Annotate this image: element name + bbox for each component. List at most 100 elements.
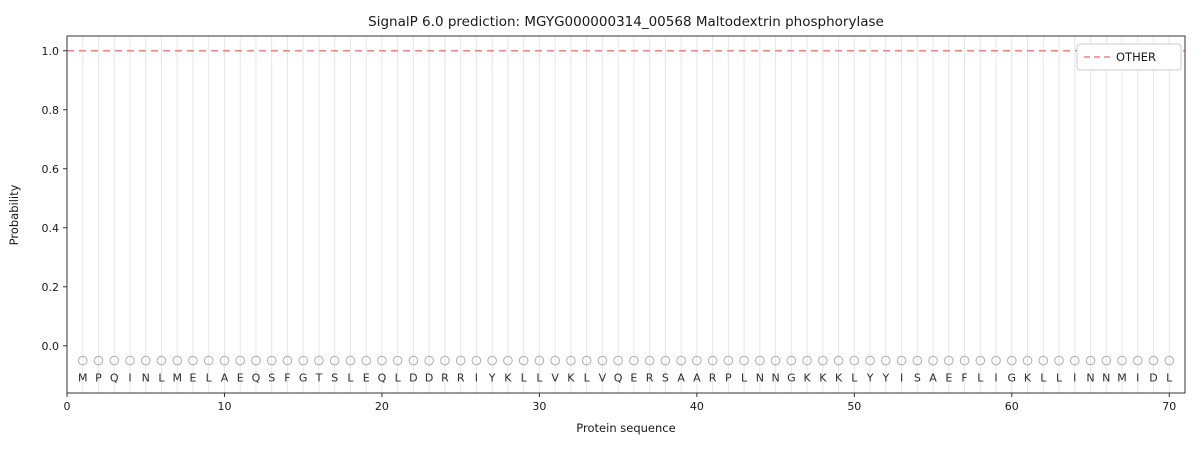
residue-letter: S [268,372,275,385]
residue-letter: L [1056,372,1063,385]
residue-marker [755,355,765,366]
residue-marker [723,355,734,366]
residue-marker [518,355,529,366]
residue-marker [550,355,560,366]
residue-letter: Q [378,372,387,385]
residue-marker [613,355,623,366]
x-tick-label: 10 [217,400,231,413]
residue-marker [345,355,356,366]
residue-marker [707,355,718,366]
residue-marker [581,355,592,366]
residue-marker [865,355,875,366]
residue-marker [959,355,970,366]
residue-marker [392,355,403,366]
residue-letter: N [1102,372,1110,385]
residue-marker [298,355,308,366]
residue-letter: L [521,372,528,385]
residue-marker [849,355,860,366]
residue-letter: R [441,372,449,385]
residue-marker [944,355,954,366]
residue-marker [1038,355,1049,366]
x-axis-label: Protein sequence [576,421,675,435]
residue-marker [251,355,261,366]
residue-letter: Q [614,372,623,385]
residue-marker [928,355,938,366]
residue-marker [219,355,230,366]
residue-letter: K [819,372,827,385]
residue-letter: Y [866,372,874,385]
residue-marker [1085,355,1096,366]
residue-marker [818,355,828,366]
residue-marker [156,355,167,366]
y-tick-label: 0.4 [42,222,60,235]
residue-marker [361,355,371,366]
residue-marker [125,355,135,366]
residue-letter: A [221,372,229,385]
legend: OTHER [1076,43,1182,71]
residue-marker [1054,355,1064,366]
residue-marker [896,355,907,366]
x-tick-label: 50 [847,400,861,413]
residue-marker [566,355,576,366]
residue-letter: L [851,372,858,385]
residue-letter: V [599,372,607,385]
residue-letter: A [677,372,685,385]
residue-letter: R [709,372,717,385]
residue-marker [912,355,923,366]
residue-letter: Q [110,372,119,385]
residue-letter: L [1040,372,1047,385]
residue-marker [235,355,246,366]
residue-letter: N [771,372,779,385]
residue-letter: I [1136,372,1139,385]
residue-marker [881,355,891,366]
residue-letter: L [741,372,748,385]
residue-marker [408,355,419,366]
residue-letter: K [504,372,512,385]
x-tick-label: 70 [1162,400,1176,413]
residue-marker [770,355,781,366]
residue-marker [282,355,293,366]
residue-letter: L [395,372,402,385]
x-tick-label: 20 [375,400,389,413]
residue-marker [172,355,183,366]
residue-marker [833,355,844,366]
residue-letter: K [1024,372,1032,385]
residue-letter: E [630,372,637,385]
residue-marker [188,355,198,366]
residue-letter: I [1073,372,1076,385]
residue-letter: A [693,372,701,385]
residue-marker [455,355,466,366]
residue-marker [377,355,387,366]
residue-marker [1117,355,1127,366]
residue-letter: R [457,372,465,385]
residue-letter: L [206,372,213,385]
residue-marker [1132,355,1143,366]
residue-letter: Y [488,372,496,385]
residue-marker [975,355,986,366]
residue-marker [424,355,434,366]
plot-frame [66,35,1186,394]
residue-marker [676,355,686,366]
y-tick-label: 0.6 [42,163,60,176]
residue-letter: L [158,372,165,385]
residue-letter: N [1086,372,1094,385]
y-tick-label: 0.8 [42,104,60,117]
residue-letter: E [237,372,244,385]
chart-title: SignalP 6.0 prediction: MGYG000000314_00… [368,14,884,30]
residue-marker [692,355,702,366]
residue-letter: A [929,372,937,385]
residue-letter: V [551,372,559,385]
residue-letter: P [95,372,102,385]
residue-letter: E [945,372,952,385]
residue-marker [93,355,104,366]
residue-marker [77,355,88,366]
residue-marker [503,355,513,366]
residue-letter: P [725,372,732,385]
x-tick-label: 30 [532,400,546,413]
residue-letter: L [536,372,543,385]
residue-marker [597,355,608,366]
legend-label: OTHER [1116,50,1156,64]
residue-marker [991,355,1001,366]
legend-box [1076,43,1182,71]
